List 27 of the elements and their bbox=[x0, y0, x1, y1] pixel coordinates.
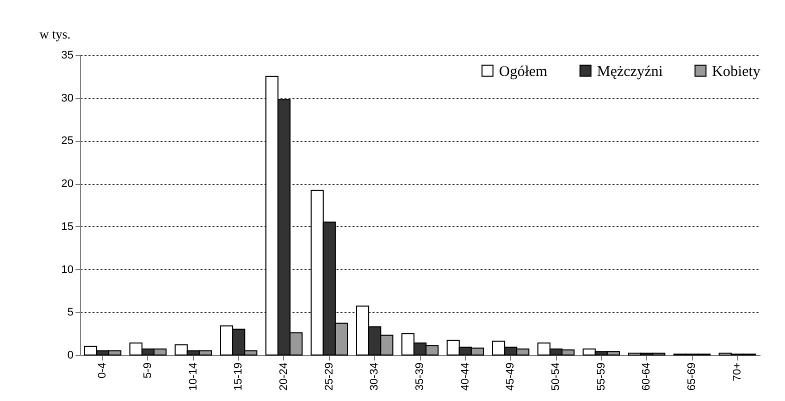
y-tick-label: 10 bbox=[61, 264, 74, 276]
y-tick-label: 35 bbox=[61, 50, 74, 62]
x-tick-label: 45-49 bbox=[504, 362, 517, 391]
legend-label: Kobiety bbox=[712, 64, 761, 80]
x-tick-label: 70+ bbox=[731, 362, 744, 382]
x-tick-label: 20-24 bbox=[278, 362, 290, 391]
x-tick-label: 60-64 bbox=[640, 362, 653, 391]
x-tick-label: 40-44 bbox=[459, 362, 472, 391]
x-tick-label: 35-39 bbox=[414, 362, 426, 391]
y-tick-label: 0 bbox=[67, 350, 74, 362]
x-tick-label: 50-54 bbox=[550, 362, 562, 391]
legend-label: Mężczyźni bbox=[597, 64, 663, 80]
x-tick-label: 25-29 bbox=[323, 362, 336, 391]
y-tick-label: 25 bbox=[61, 135, 74, 148]
x-tick-label: 15-19 bbox=[232, 362, 245, 391]
x-tick-label: 55-59 bbox=[595, 362, 608, 391]
y-tick-label: 20 bbox=[61, 178, 74, 190]
x-tick-label: 65-69 bbox=[686, 362, 698, 391]
x-tick-label: 5-9 bbox=[142, 362, 154, 378]
y-tick-label: 5 bbox=[67, 306, 74, 319]
x-tick-label: 10-14 bbox=[187, 362, 200, 391]
y-axis-title: w tys. bbox=[39, 26, 70, 42]
x-tick-label: 0-4 bbox=[96, 362, 109, 378]
legend-label: Ogółem bbox=[499, 64, 548, 80]
y-tick-label: 30 bbox=[61, 92, 74, 104]
x-tick-label: 30-34 bbox=[368, 362, 381, 391]
y-tick-label: 15 bbox=[61, 220, 74, 233]
